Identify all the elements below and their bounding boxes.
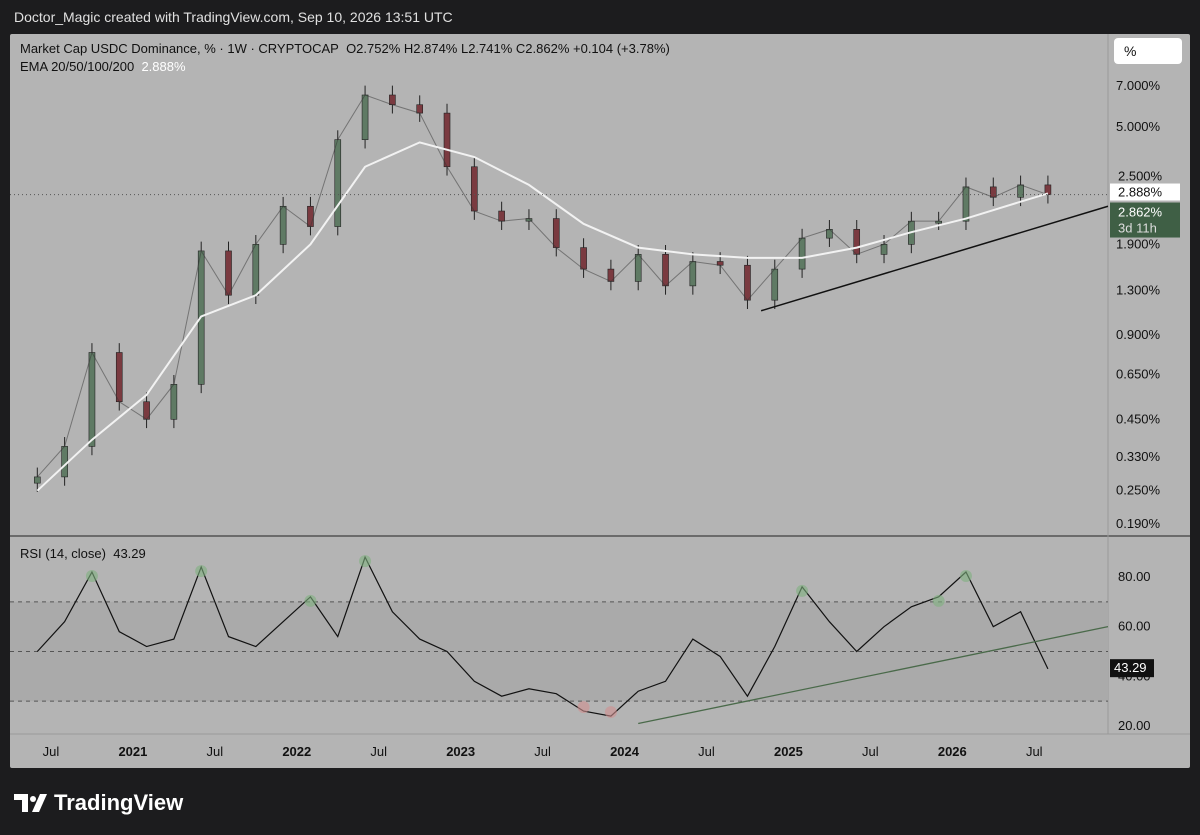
candle-body — [34, 476, 41, 484]
candle-body — [689, 261, 697, 287]
price-tick-label: 7.000% — [1116, 78, 1161, 93]
ema-price-label: 2.888% — [1118, 185, 1163, 200]
ema-line — [36, 141, 1049, 492]
price-tick-label: 0.330% — [1116, 449, 1161, 464]
candle-body — [989, 186, 997, 198]
candle-body — [744, 264, 751, 301]
chart-frame[interactable]: 7.000% 5.000% 2.500% 1.900% 1.300% 0.900% 0.65… — [10, 34, 1190, 768]
candle-body — [771, 268, 779, 301]
tradingview-logo-icon — [14, 794, 47, 812]
candle-body — [279, 205, 287, 245]
candle-body — [361, 94, 369, 140]
candle-body — [552, 218, 560, 248]
footer-brand: TradingView — [14, 790, 183, 816]
time-tick-label: Jul — [534, 744, 551, 759]
ema-value: 2.888% — [141, 59, 186, 74]
rsi-oversold-fill — [604, 706, 617, 719]
time-tick-label: 2021 — [118, 744, 147, 759]
candle-body — [170, 384, 178, 420]
candle-body — [1017, 184, 1024, 198]
price-tick-label: 0.250% — [1116, 483, 1161, 498]
rsi-tick-label: 80.00 — [1118, 569, 1151, 584]
last-price-label-bg — [1110, 202, 1180, 238]
rsi-overbought-fill — [359, 555, 372, 568]
brand-name: TradingView — [54, 790, 184, 815]
attribution-bar: Doctor_Magic created with TradingView.co… — [0, 0, 1200, 34]
candle-body — [662, 254, 669, 287]
candle-body — [498, 210, 505, 222]
candle-body — [853, 229, 861, 255]
ohlc-values: O2.752% H2.874% L2.741% C2.862% +0.104 (… — [346, 41, 670, 56]
time-tick-label: 2023 — [446, 744, 475, 759]
candle-body — [580, 247, 587, 270]
candle-body — [389, 94, 396, 106]
price-tick-label: 5.000% — [1116, 119, 1161, 134]
rsi-overbought-fill — [85, 570, 98, 583]
partial-price-label: 2.500% — [1118, 169, 1163, 184]
price-trendline — [760, 205, 1109, 312]
rsi-overbought-fill — [959, 570, 972, 583]
candle-body — [471, 166, 478, 212]
candle-body — [252, 244, 260, 296]
time-tick-label: 2024 — [610, 744, 640, 759]
partial-label-bg — [1110, 169, 1180, 184]
candle-body — [334, 139, 342, 227]
time-tick-label: Jul — [862, 744, 879, 759]
time-tick-label: 2026 — [938, 744, 967, 759]
price-tick-label: 0.450% — [1116, 411, 1161, 426]
rsi-line — [36, 555, 1049, 717]
ema-label: EMA 20/50/100/200 — [20, 59, 135, 74]
time-tick-label: Jul — [207, 744, 224, 759]
rsi-overbought-fill — [932, 594, 945, 607]
rsi-tick-label: 60.00 — [1118, 619, 1151, 634]
rsi-band — [10, 601, 1108, 702]
candle-body — [962, 186, 970, 222]
candle-body — [443, 112, 451, 168]
candle-body — [880, 244, 888, 255]
rsi-value: 43.29 — [113, 546, 146, 561]
ema-price-label-bg — [1110, 183, 1180, 201]
rsi-value-label: 43.29 — [1114, 660, 1147, 675]
time-tick-label: Jul — [43, 744, 60, 759]
rsi-overbought-fill — [304, 594, 317, 607]
rsi-legend: RSI (14, close) 43.29 — [20, 546, 146, 561]
price-tick-label: 1.300% — [1116, 282, 1161, 297]
price-tick-label: 0.650% — [1116, 367, 1161, 382]
candle-body — [115, 352, 123, 403]
candle-body — [307, 205, 314, 227]
rsi-tick-label: 20.00 — [1118, 718, 1151, 733]
candle-body — [61, 446, 68, 478]
time-tick-label: Jul — [1026, 744, 1043, 759]
price-line — [36, 94, 1049, 478]
time-tick-label: 2025 — [774, 744, 803, 759]
candle-body — [225, 250, 232, 296]
symbol-label: Market Cap USDC Dominance, % · 1W · CRYP… — [20, 41, 339, 56]
countdown-label: 3d 11h — [1118, 221, 1157, 236]
candle-body — [88, 352, 96, 447]
rsi-overbought-fill — [195, 565, 208, 578]
attribution-text: Doctor_Magic created with TradingView.co… — [14, 9, 453, 25]
rsi-overbought-fill — [796, 584, 809, 597]
price-tick-label: 1.900% — [1116, 236, 1161, 251]
time-tick-label: Jul — [698, 744, 715, 759]
candle-body — [416, 104, 424, 114]
time-tick-label: Jul — [370, 744, 387, 759]
price-tick-label: 0.190% — [1116, 516, 1161, 531]
chart-svg[interactable]: 7.000% 5.000% 2.500% 1.900% 1.300% 0.900% 0.65… — [10, 34, 1190, 768]
price-tick-label: 0.900% — [1116, 327, 1161, 342]
time-tick-label: 2022 — [282, 744, 311, 759]
rsi-value-label-bg — [1110, 659, 1154, 678]
candle-body — [798, 237, 806, 270]
main-legend: Market Cap USDC Dominance, % · 1W · CRYP… — [20, 40, 670, 76]
candle-body — [634, 254, 642, 282]
last-price-label: 2.862% — [1118, 205, 1163, 220]
percent-scale-button[interactable]: % — [1114, 38, 1182, 64]
rsi-label: RSI (14, close) — [20, 546, 106, 561]
rsi-trendline — [638, 626, 1109, 725]
rsi-oversold-fill — [577, 701, 590, 714]
